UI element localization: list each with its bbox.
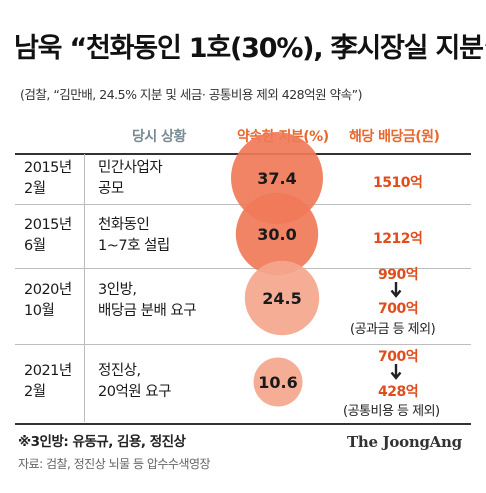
- row3-down-arrow-icon: [390, 282, 402, 298]
- row2-date: 2015년 6월: [24, 215, 72, 257]
- row4-status-line2: 20억원 요구: [98, 384, 171, 400]
- row2-date-year: 2015년: [24, 217, 72, 233]
- stake-bubble: [235, 192, 319, 276]
- column-header-status: 당시 상황: [132, 129, 186, 145]
- column-header-dividend: 해당 배당금(원): [349, 129, 440, 145]
- row3-status-line1: 3인방,: [98, 282, 137, 298]
- row3-dividend-note: (공과금 등 제외): [350, 322, 436, 337]
- row3-date-year: 2020년: [24, 282, 72, 298]
- row3-date: 2020년 10월: [24, 280, 72, 322]
- row1-date-month: 2월: [24, 181, 46, 197]
- page-title: 남욱 “천화동인 1호(30%), 李시장실 지분”: [14, 33, 486, 64]
- row4-dividend-before: 700억: [378, 349, 419, 365]
- row4-dividend-after: 428억: [378, 384, 419, 400]
- row2-date-month: 6월: [24, 238, 46, 254]
- row-divider: [15, 268, 471, 269]
- row4-date: 2021년 2월: [24, 361, 72, 403]
- row2-status: 천화동인 1~7호 설립: [98, 215, 170, 257]
- row3-status: 3인방, 배당금 분배 요구: [98, 280, 197, 322]
- stake-value-label: 30.0: [257, 225, 296, 244]
- row1-status-line1: 민간사업자: [98, 160, 163, 176]
- stake-value-label: 10.6: [258, 373, 297, 392]
- row1-dividend: 1510억: [373, 175, 423, 191]
- row1-status-line2: 공모: [98, 181, 124, 197]
- row4-date-year: 2021년: [24, 363, 72, 379]
- table-bottom-rule: [15, 423, 471, 425]
- row3-date-month: 10월: [24, 303, 55, 319]
- row4-dividend-note: (공통비용 등 제외): [343, 404, 440, 419]
- stake-bubble: [244, 260, 320, 336]
- row2-dividend: 1212억: [373, 231, 423, 247]
- row4-date-month: 2월: [24, 384, 46, 400]
- row3-status-line2: 배당금 분배 요구: [98, 303, 197, 319]
- stake-bubble: [253, 357, 303, 407]
- row4-status: 정진상, 20억원 요구: [98, 361, 171, 403]
- footnote: ※3인방: 유동규, 김용, 정진상: [18, 434, 186, 450]
- stake-value-label: 24.5: [262, 289, 301, 308]
- stake-value-label: 37.4: [257, 169, 296, 188]
- row3-dividend-after: 700억: [378, 301, 419, 317]
- row3-dividend-before: 990억: [378, 267, 419, 283]
- brand-logo: The JoongAng: [347, 433, 462, 451]
- row1-date: 2015년 2월: [24, 158, 72, 200]
- row2-status-line1: 천화동인: [98, 217, 150, 233]
- row2-status-line2: 1~7호 설립: [98, 238, 170, 254]
- row1-date-year: 2015년: [24, 160, 72, 176]
- date-column-divider: [84, 154, 85, 422]
- source-note: 자료: 검찰, 정진상 뇌물 등 압수수색영장: [18, 457, 211, 471]
- row4-down-arrow-icon: [390, 364, 402, 380]
- row4-status-line1: 정진상,: [98, 363, 141, 379]
- row-divider: [15, 344, 471, 345]
- row1-status: 민간사업자 공모: [98, 158, 163, 200]
- page-subtitle: (검찰, “김만배, 24.5% 지분 및 세금· 공통비용 제외 428억원 …: [20, 87, 362, 102]
